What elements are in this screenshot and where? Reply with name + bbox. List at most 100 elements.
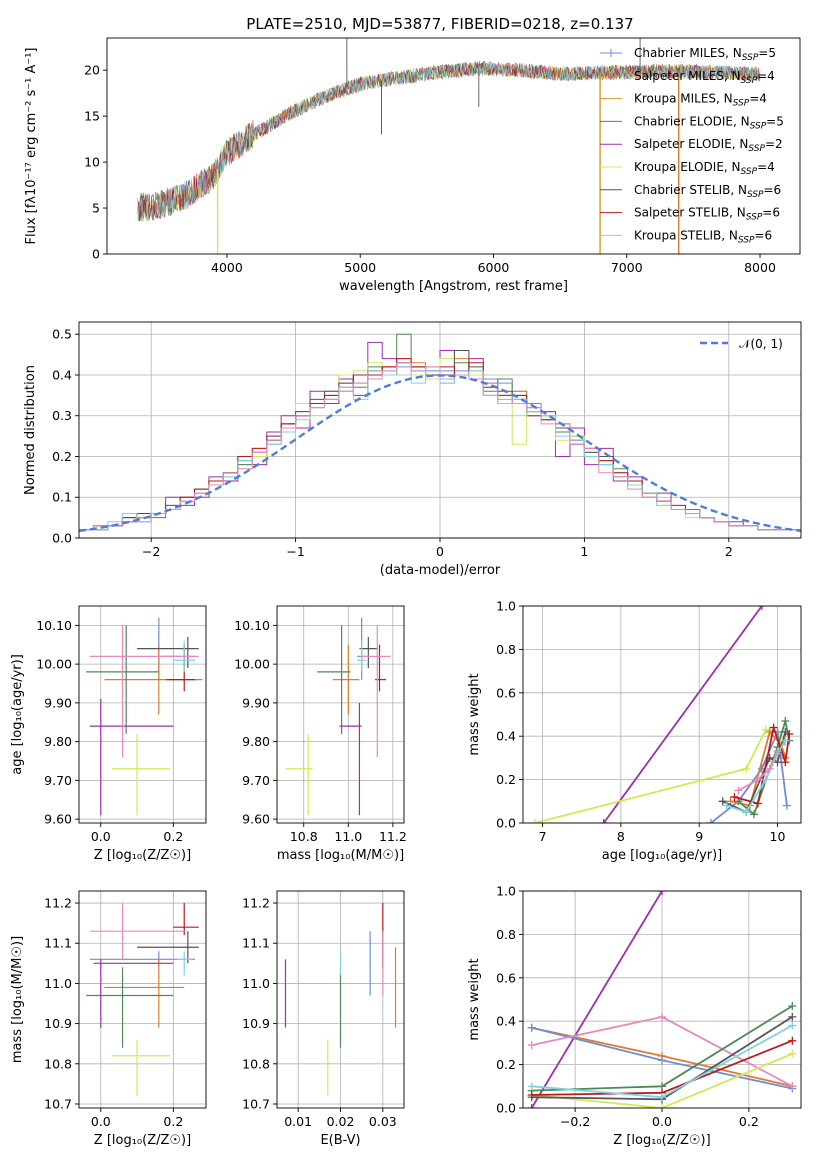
axes-age-vs-mass: 10.8 11.0 11.2 9.60 9.70 9.80 9.90 10.00 10.10 ma… (234, 605, 407, 863)
x-tick-label: 4000 (211, 260, 243, 275)
x-tick-label: 7 (539, 829, 547, 844)
x-tick-label: 7000 (611, 260, 643, 275)
x-tick-label: −0.2 (560, 1114, 590, 1129)
x-tick-label: 9 (695, 829, 703, 844)
x-tick-label: 1 (580, 544, 588, 559)
legend-label: Kroupa MILES, NSSP=4 (634, 92, 767, 109)
axes-age-vs-Z: 0.0 0.2 9.60 9.70 9.80 9.90 10.00 10.10 Z [log₁₀… (10, 605, 207, 863)
legend-label: Salpeter STELIB, NSSP=6 (634, 206, 780, 223)
y-tick-label: 0.3 (52, 408, 72, 423)
y-tick-label: 0.4 (496, 729, 516, 744)
axes-weight-vs-age: 7 8 9 10 0.0 0.2 0.4 0.6 0.8 1.0 age [log₁₀(age/yr… (467, 599, 802, 863)
axes-mass-vs-Z: 0.0 0.2 10.7 10.8 10.9 11.0 11.1 11.2 Z [log₁₀(Z… (10, 890, 207, 1148)
weight-marker (734, 786, 743, 795)
y-tick-label: 0.2 (496, 772, 516, 787)
legend-label: Salpeter ELODIE, NSSP=2 (634, 137, 783, 154)
y-tick-label: 9.80 (242, 734, 270, 749)
x-axis-label: age [log₁₀(age/yr)] (602, 848, 723, 863)
weight-marker (788, 1021, 797, 1030)
weight-marker (530, 819, 539, 823)
plot-area (530, 606, 794, 823)
y-tick-label: 11.0 (44, 976, 72, 991)
weight-marker (718, 797, 727, 806)
axes-mass-vs-EBV: 0.01 0.02 0.03 10.7 10.8 10.9 11.0 11.1 11.2 E(B-… (242, 890, 405, 1148)
y-tick-label: 11.1 (242, 936, 270, 951)
y-tick-label: 10 (84, 155, 100, 170)
x-tick-label: 8000 (744, 260, 776, 275)
axes-frame (276, 605, 405, 824)
y-tick-label: 0.6 (496, 970, 516, 985)
legend-label: Kroupa ELODIE, NSSP=4 (634, 160, 775, 177)
legend-marker (607, 49, 615, 57)
gaussian-legend-label: 𝒩(0, 1) (739, 337, 783, 351)
x-axis-label: Z [log₁₀(Z/Z☉)] (94, 848, 191, 863)
weight-marker (658, 1056, 666, 1065)
x-axis-label: wavelength [Angstrom, rest frame] (339, 279, 568, 294)
axes-frame (276, 890, 405, 1109)
weight-marker (788, 1036, 797, 1045)
y-tick-label: 0.0 (52, 531, 72, 546)
y-tick-label: 5 (92, 201, 100, 216)
y-axis-label: mass weight (467, 673, 482, 755)
y-tick-label: 9.60 (44, 812, 72, 827)
y-tick-label: 11.0 (242, 976, 270, 991)
weight-marker (527, 1023, 536, 1032)
weight-marker (658, 1093, 666, 1102)
weight-marker (742, 808, 751, 817)
weight-marker (527, 1082, 536, 1091)
weight-marker (761, 775, 770, 784)
plot-area (284, 903, 397, 1096)
y-tick-label: 0.4 (496, 1014, 516, 1029)
axes-histogram: −2 −1 0 1 2 0.0 0.1 0.2 0.3 0.4 0.5 (data-model)/er… (23, 321, 802, 578)
weight-marker (782, 801, 791, 810)
weight-marker (788, 1012, 797, 1021)
weight-marker (750, 810, 759, 819)
y-axis-label: Normed distribution (23, 365, 38, 495)
y-tick-label: 10.9 (242, 1016, 270, 1031)
axes-frame (78, 321, 802, 539)
y-tick-label: 10.00 (36, 657, 72, 672)
y-tick-label: 9.70 (44, 773, 72, 788)
x-axis-label: mass [log₁₀(M/M☉)] (277, 848, 404, 863)
weight-marker (527, 1041, 536, 1050)
weight-marker (658, 1012, 666, 1021)
weight-marker (769, 723, 778, 732)
plot-area (137, 38, 761, 254)
weight-marker (658, 891, 666, 895)
y-tick-label: 1.0 (496, 884, 516, 899)
weight-marker (781, 736, 790, 745)
x-tick-label: 10.8 (290, 829, 318, 844)
x-axis-label: Z [log₁₀(Z/Z☉)] (94, 1133, 191, 1148)
y-tick-label: 15 (84, 109, 100, 124)
weight-marker (527, 1090, 536, 1099)
x-tick-label: 0.02 (327, 1114, 355, 1129)
weight-line (531, 1052, 793, 1108)
spectrum-line (137, 61, 761, 221)
y-axis-label: mass [log₁₀(M/M☉)] (10, 936, 25, 1063)
weight-marker (788, 1049, 797, 1058)
x-tick-label: 11.0 (334, 829, 362, 844)
x-axis-label: Z [log₁₀(Z/Z☉)] (613, 1133, 710, 1148)
weight-marker (765, 764, 774, 773)
y-tick-label: 9.60 (242, 812, 270, 827)
y-tick-label: 9.80 (44, 734, 72, 749)
weight-marker (722, 801, 731, 810)
spectrum-line (137, 61, 761, 222)
y-tick-label: 0.8 (496, 642, 516, 657)
axes-frame (522, 890, 802, 1109)
y-tick-label: 11.1 (44, 936, 72, 951)
x-tick-label: 0.01 (284, 1114, 312, 1129)
weight-marker (706, 819, 715, 823)
histogram-step (79, 362, 801, 531)
y-tick-label: 1.0 (496, 599, 516, 614)
x-tick-label: 0.2 (163, 829, 183, 844)
y-tick-label: 10.10 (36, 618, 72, 633)
axes-frame (522, 605, 802, 824)
y-tick-label: 10.00 (234, 657, 270, 672)
spectrum-legend: Chabrier MILES, NSSP=5 Salpeter MILES, NS… (600, 46, 784, 245)
gaussian-curve (79, 374, 801, 533)
legend-label: Chabrier MILES, NSSP=5 (634, 46, 776, 63)
axes-spectrum: 4000 5000 6000 7000 8000 0 5 10 15 20 wavelength [… (24, 37, 801, 294)
